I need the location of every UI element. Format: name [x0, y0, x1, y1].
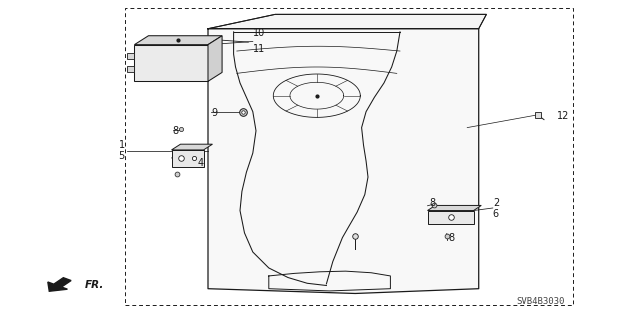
Text: 10: 10: [253, 28, 265, 39]
Text: 2: 2: [493, 197, 499, 208]
Bar: [125, 8, 573, 305]
Text: 11: 11: [253, 44, 265, 55]
Polygon shape: [172, 144, 212, 150]
Text: 9: 9: [211, 108, 218, 118]
Text: 8: 8: [429, 197, 435, 208]
Polygon shape: [172, 150, 204, 167]
Text: FR.: FR.: [85, 279, 104, 290]
Polygon shape: [134, 36, 222, 45]
FancyArrow shape: [48, 278, 71, 291]
Polygon shape: [428, 211, 474, 224]
Polygon shape: [208, 36, 222, 81]
Text: SVB4B3030: SVB4B3030: [516, 297, 565, 306]
Text: 5: 5: [118, 151, 125, 161]
Text: 6: 6: [493, 209, 499, 219]
Text: 12: 12: [557, 111, 569, 122]
Text: 1: 1: [118, 140, 125, 150]
Text: 4: 4: [197, 158, 204, 168]
Bar: [127, 53, 134, 59]
Polygon shape: [208, 14, 486, 29]
Polygon shape: [134, 45, 208, 81]
Bar: [127, 66, 134, 72]
Text: 8: 8: [173, 126, 179, 136]
Polygon shape: [208, 29, 479, 293]
Text: 8: 8: [448, 233, 454, 243]
Polygon shape: [428, 205, 481, 211]
